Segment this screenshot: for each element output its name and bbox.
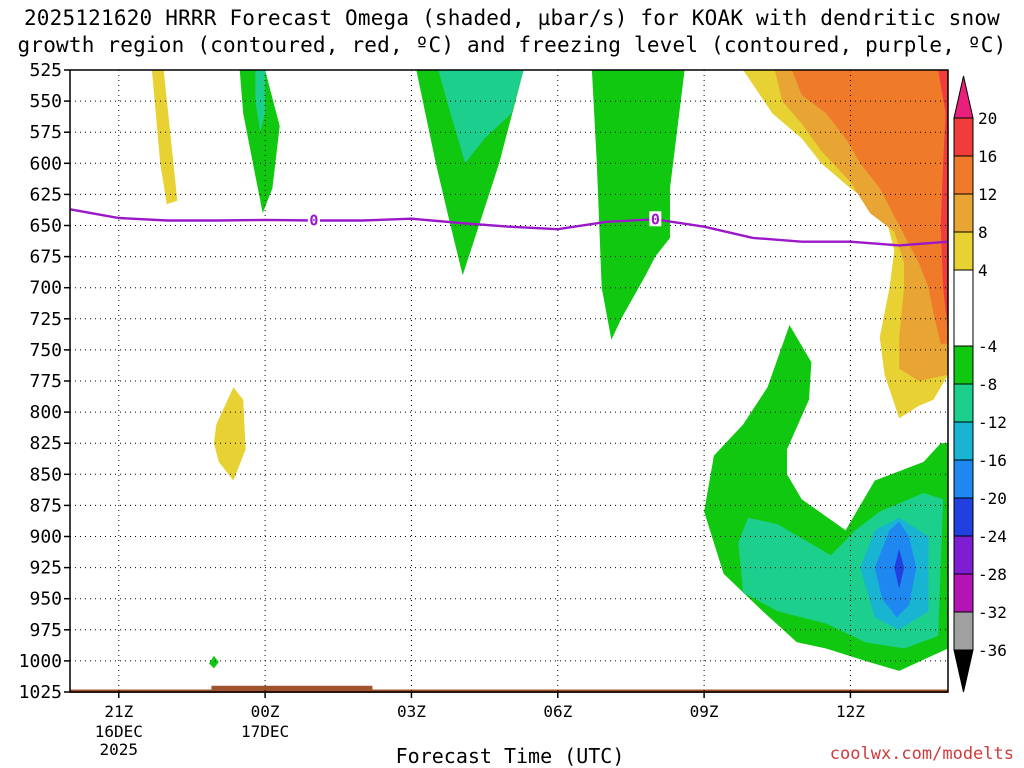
colorbar-bin-13 (953, 611, 974, 651)
region-neg-4-a (239, 70, 280, 214)
colorbar-label-6: -8 (978, 375, 997, 394)
freezing-level-label-0: 0 (309, 212, 318, 230)
x-tick-label-03Z: 03Z (397, 702, 426, 721)
x-tick-label-12Z: 12Z (836, 702, 865, 721)
colorbar-label-7: -12 (978, 413, 1007, 432)
x-tick-date-00Z: 17DEC (241, 722, 289, 741)
x-tick-date-21Z: 16DEC (95, 722, 143, 741)
x-tick-label-00Z: 00Z (251, 702, 280, 721)
freezing-level-label-1: 0 (651, 210, 660, 228)
x-tick-label-09Z: 09Z (690, 702, 719, 721)
region-neg-4-e (209, 655, 219, 669)
y-tick-label-1025: 1025 (19, 682, 62, 703)
credit-link[interactable]: coolwx.com/modelts (829, 744, 1014, 764)
colorbar-label-10: -24 (978, 527, 1007, 546)
y-tick-label-950: 950 (29, 589, 62, 610)
colorbar-bin-11 (953, 535, 974, 575)
colorbar-bin-2 (953, 155, 974, 195)
colorbar-label-1: 16 (978, 147, 997, 166)
region-neg-4-c (591, 70, 685, 340)
colorbar-label-2: 12 (978, 185, 997, 204)
freezing-label-bg-0 (307, 212, 320, 228)
region-pos-12-f (791, 70, 948, 344)
colorbar: 20 16 12 8 4 -4 -8 -12 -16 -20 -24 -28 -32 -36 (953, 75, 1007, 693)
y-tick-label-700: 700 (29, 278, 62, 299)
terrain-bump (211, 685, 373, 690)
colorbar-top-arrow (953, 75, 974, 119)
y-tick-label-600: 600 (29, 153, 62, 174)
y-tick-label-800: 800 (29, 402, 62, 423)
omega-shaded-regions (70, 70, 948, 693)
region-pos-4-a (151, 70, 178, 205)
colorbar-label-0: 20 (978, 109, 997, 128)
y-tick-label-925: 925 (29, 558, 62, 579)
axes: 525 550 575 600 625 650 675 700 725 750 775 800 825 8… (19, 60, 949, 759)
colorbar-bottom-arrow (953, 649, 974, 693)
colorbar-bin-12 (953, 573, 974, 613)
region-neg-8-b (438, 70, 524, 164)
colorbar-label-5: -4 (978, 337, 997, 356)
freezing-label-bg-1 (649, 211, 662, 227)
colorbar-label-12: -32 (978, 603, 1007, 622)
y-tick-label-575: 575 (29, 122, 62, 143)
colorbar-bin-10 (953, 497, 974, 537)
y-tick-label-650: 650 (29, 216, 62, 237)
y-tick-label-525: 525 (29, 60, 62, 81)
region-neg-20-d (894, 548, 905, 589)
y-tick-label-725: 725 (29, 309, 62, 330)
x-axis-label: Forecast Time (UTC) (395, 744, 625, 768)
colorbar-bin-9 (953, 459, 974, 499)
colorbar-bin-4 (953, 231, 974, 271)
colorbar-bin-7 (953, 383, 974, 423)
y-tick-label-850: 850 (29, 464, 62, 485)
colorbar-label-9: -20 (978, 489, 1007, 508)
colorbar-bin-8 (953, 421, 974, 461)
x-tick-label-21Z: 21Z (104, 702, 133, 721)
colorbar-bin-6 (953, 345, 974, 385)
grid-lines (70, 69, 948, 693)
y-tick-label-900: 900 (29, 527, 62, 548)
colorbar-label-13: -36 (978, 641, 1007, 660)
colorbar-label-4: 4 (978, 261, 988, 280)
freezing-level-line (69, 208, 949, 247)
chart-title: 2025121620 HRRR Forecast Omega (shaded, … (23, 6, 1001, 30)
region-pos-4-b (213, 387, 246, 481)
y-tick-label-975: 975 (29, 620, 62, 641)
colorbar-bin-3 (953, 193, 974, 233)
y-tick-label-875: 875 (29, 495, 62, 516)
y-tick-label-750: 750 (29, 340, 62, 361)
y-tick-label-825: 825 (29, 433, 62, 454)
y-tick-label-675: 675 (29, 247, 62, 268)
y-tick-label-550: 550 (29, 91, 62, 112)
colorbar-label-8: -16 (978, 451, 1007, 470)
region-pos-16-f (938, 70, 948, 332)
y-tick-label-625: 625 (29, 184, 62, 205)
chart-title-line-2: growth region (contoured, red, ºC) and f… (17, 33, 1007, 57)
colorbar-bin-5 (953, 269, 974, 347)
x-tick-year-21Z: 2025 (100, 740, 139, 759)
y-tick-label-1000: 1000 (19, 651, 62, 672)
colorbar-bin-1 (953, 117, 974, 157)
y-tick-label-775: 775 (29, 371, 62, 392)
colorbar-label-3: 8 (978, 223, 988, 242)
colorbar-label-11: -28 (978, 565, 1007, 584)
x-tick-label-06Z: 06Z (543, 702, 572, 721)
